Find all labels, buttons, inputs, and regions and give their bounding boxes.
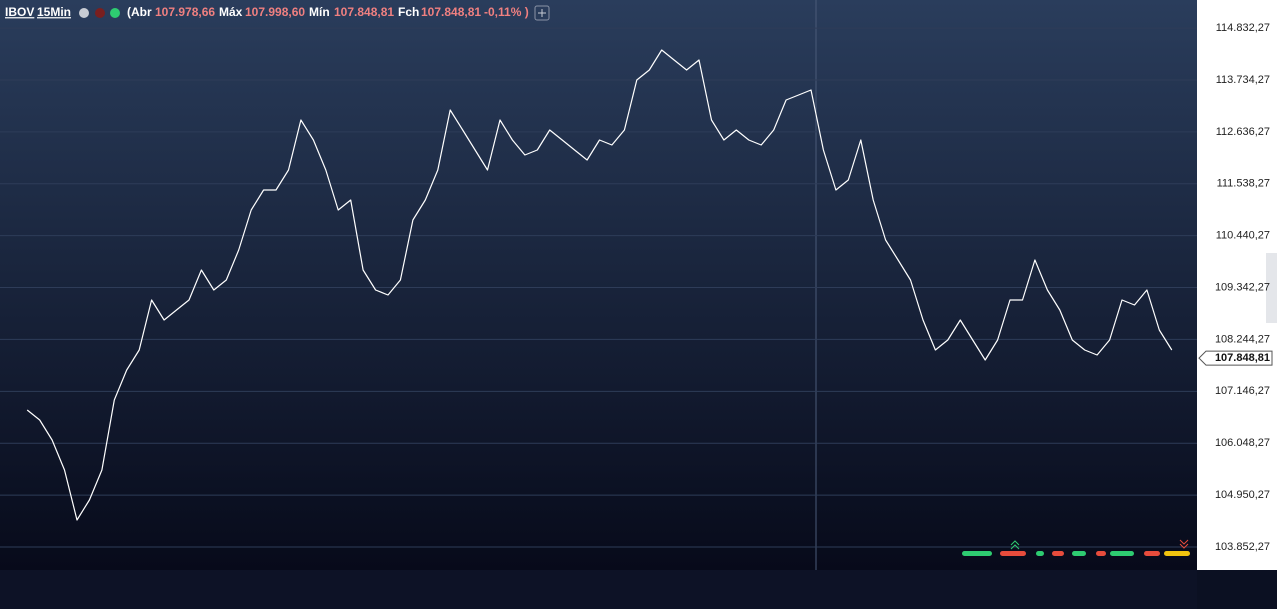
y-tick-label: 111.538,27 <box>1217 178 1270 190</box>
add-button[interactable] <box>534 5 550 21</box>
signal-bar <box>1052 551 1064 556</box>
signal-down <box>1179 539 1189 549</box>
symbol[interactable]: IBOV <box>5 5 34 19</box>
side-toggle[interactable] <box>1266 253 1277 323</box>
signal-bar <box>1000 551 1026 556</box>
change: -0,11% ) <box>484 5 529 19</box>
price-line <box>26 49 1173 521</box>
high-label: Máx <box>219 5 243 19</box>
close: 107.848,81 <box>421 5 481 19</box>
signal-bar <box>1164 551 1190 556</box>
plot-background <box>0 0 1197 570</box>
y-tick-label: 112.636,27 <box>1216 126 1270 138</box>
y-tick-label: 107.146,27 <box>1215 385 1270 397</box>
interval[interactable]: 15Min <box>37 5 71 19</box>
high: 107.998,60 <box>245 5 305 19</box>
y-tick-label: 114.832,27 <box>1216 22 1270 34</box>
x-axis-panel <box>0 570 1197 609</box>
signals <box>962 539 1190 556</box>
y-tick-label: 110.440,27 <box>1216 230 1270 242</box>
icon[interactable] <box>110 8 120 18</box>
close-label: Fch <box>398 5 419 19</box>
grid <box>0 27 1197 548</box>
y-tick-label: 113.734,27 <box>1216 74 1270 86</box>
open-label: (Abr <box>127 5 152 19</box>
y-tick-label: 104.950,27 <box>1215 489 1270 501</box>
signal-up <box>1010 540 1020 550</box>
signal-bar <box>1144 551 1160 556</box>
signal-bar <box>1072 551 1086 556</box>
signal-bar <box>1096 551 1106 556</box>
signal-bar <box>1036 551 1044 556</box>
icon[interactable] <box>79 8 89 18</box>
signal-bar <box>1110 551 1134 556</box>
current-price-marker <box>1198 350 1273 366</box>
y-tick-label: 103.852,27 <box>1215 541 1270 553</box>
y-tick-label: 108.244,27 <box>1215 333 1270 345</box>
y-tick-label: 106.048,27 <box>1215 437 1270 449</box>
signal-bar <box>962 551 992 556</box>
add-icon <box>538 9 546 17</box>
plot <box>26 49 1173 521</box>
y-axis-panel <box>1197 0 1277 570</box>
y-tick-label: 109.342,27 <box>1215 281 1270 293</box>
icon[interactable] <box>95 8 105 18</box>
header: IBOV 15Min (Abr 107.978,66 Máx 107.998,6… <box>5 5 550 21</box>
low-label: Mín <box>309 5 330 19</box>
current-price-label: 107.848,81 <box>1215 352 1270 364</box>
low: 107.848,81 <box>334 5 394 19</box>
open: 107.978,66 <box>155 5 215 19</box>
